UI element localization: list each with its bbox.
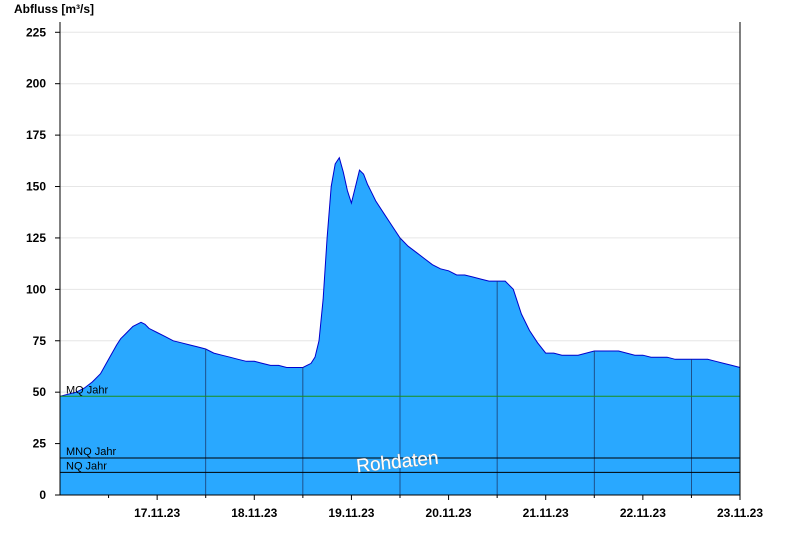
y-axis-label: Abfluss [m³/s] [14,2,94,16]
x-tick-label: 21.11.23 [523,506,569,520]
x-tick-label: 18.11.23 [231,506,277,520]
x-tick-label: 23.11.23 [717,506,763,520]
y-tick-label: 100 [26,282,46,296]
y-tick-label: 225 [26,25,46,39]
y-tick-label: 50 [33,385,47,399]
y-tick-label: 200 [26,77,46,91]
y-ticks: 0 25 50 75 100 125 150 175 200 225 [26,25,60,502]
y-tick-label: 0 [39,488,46,502]
reference-label: NQ Jahr [66,460,107,472]
discharge-line [59,156,741,397]
x-ticks: 17.11.23 18.11.23 19.11.23 20.11.23 21.11.23… [108,495,763,520]
y-tick-label: 25 [33,437,47,451]
x-tick-label: 17.11.23 [134,506,180,520]
y-tick-label: 150 [26,180,46,194]
y-tick-label: 75 [33,334,47,348]
x-tick-label: 22.11.23 [620,506,666,520]
x-tick-label: 20.11.23 [426,506,472,520]
x-tick-label: 19.11.23 [328,506,374,520]
y-tick-label: 125 [26,231,46,245]
reference-label: MNQ Jahr [66,446,116,458]
watermark: Rohdaten [355,448,439,477]
reference-label: MQ Jahr [66,384,109,396]
reference-lines: MQ Jahr MNQ Jahr NQ Jahr [60,384,740,473]
y-tick-label: 175 [26,128,46,142]
